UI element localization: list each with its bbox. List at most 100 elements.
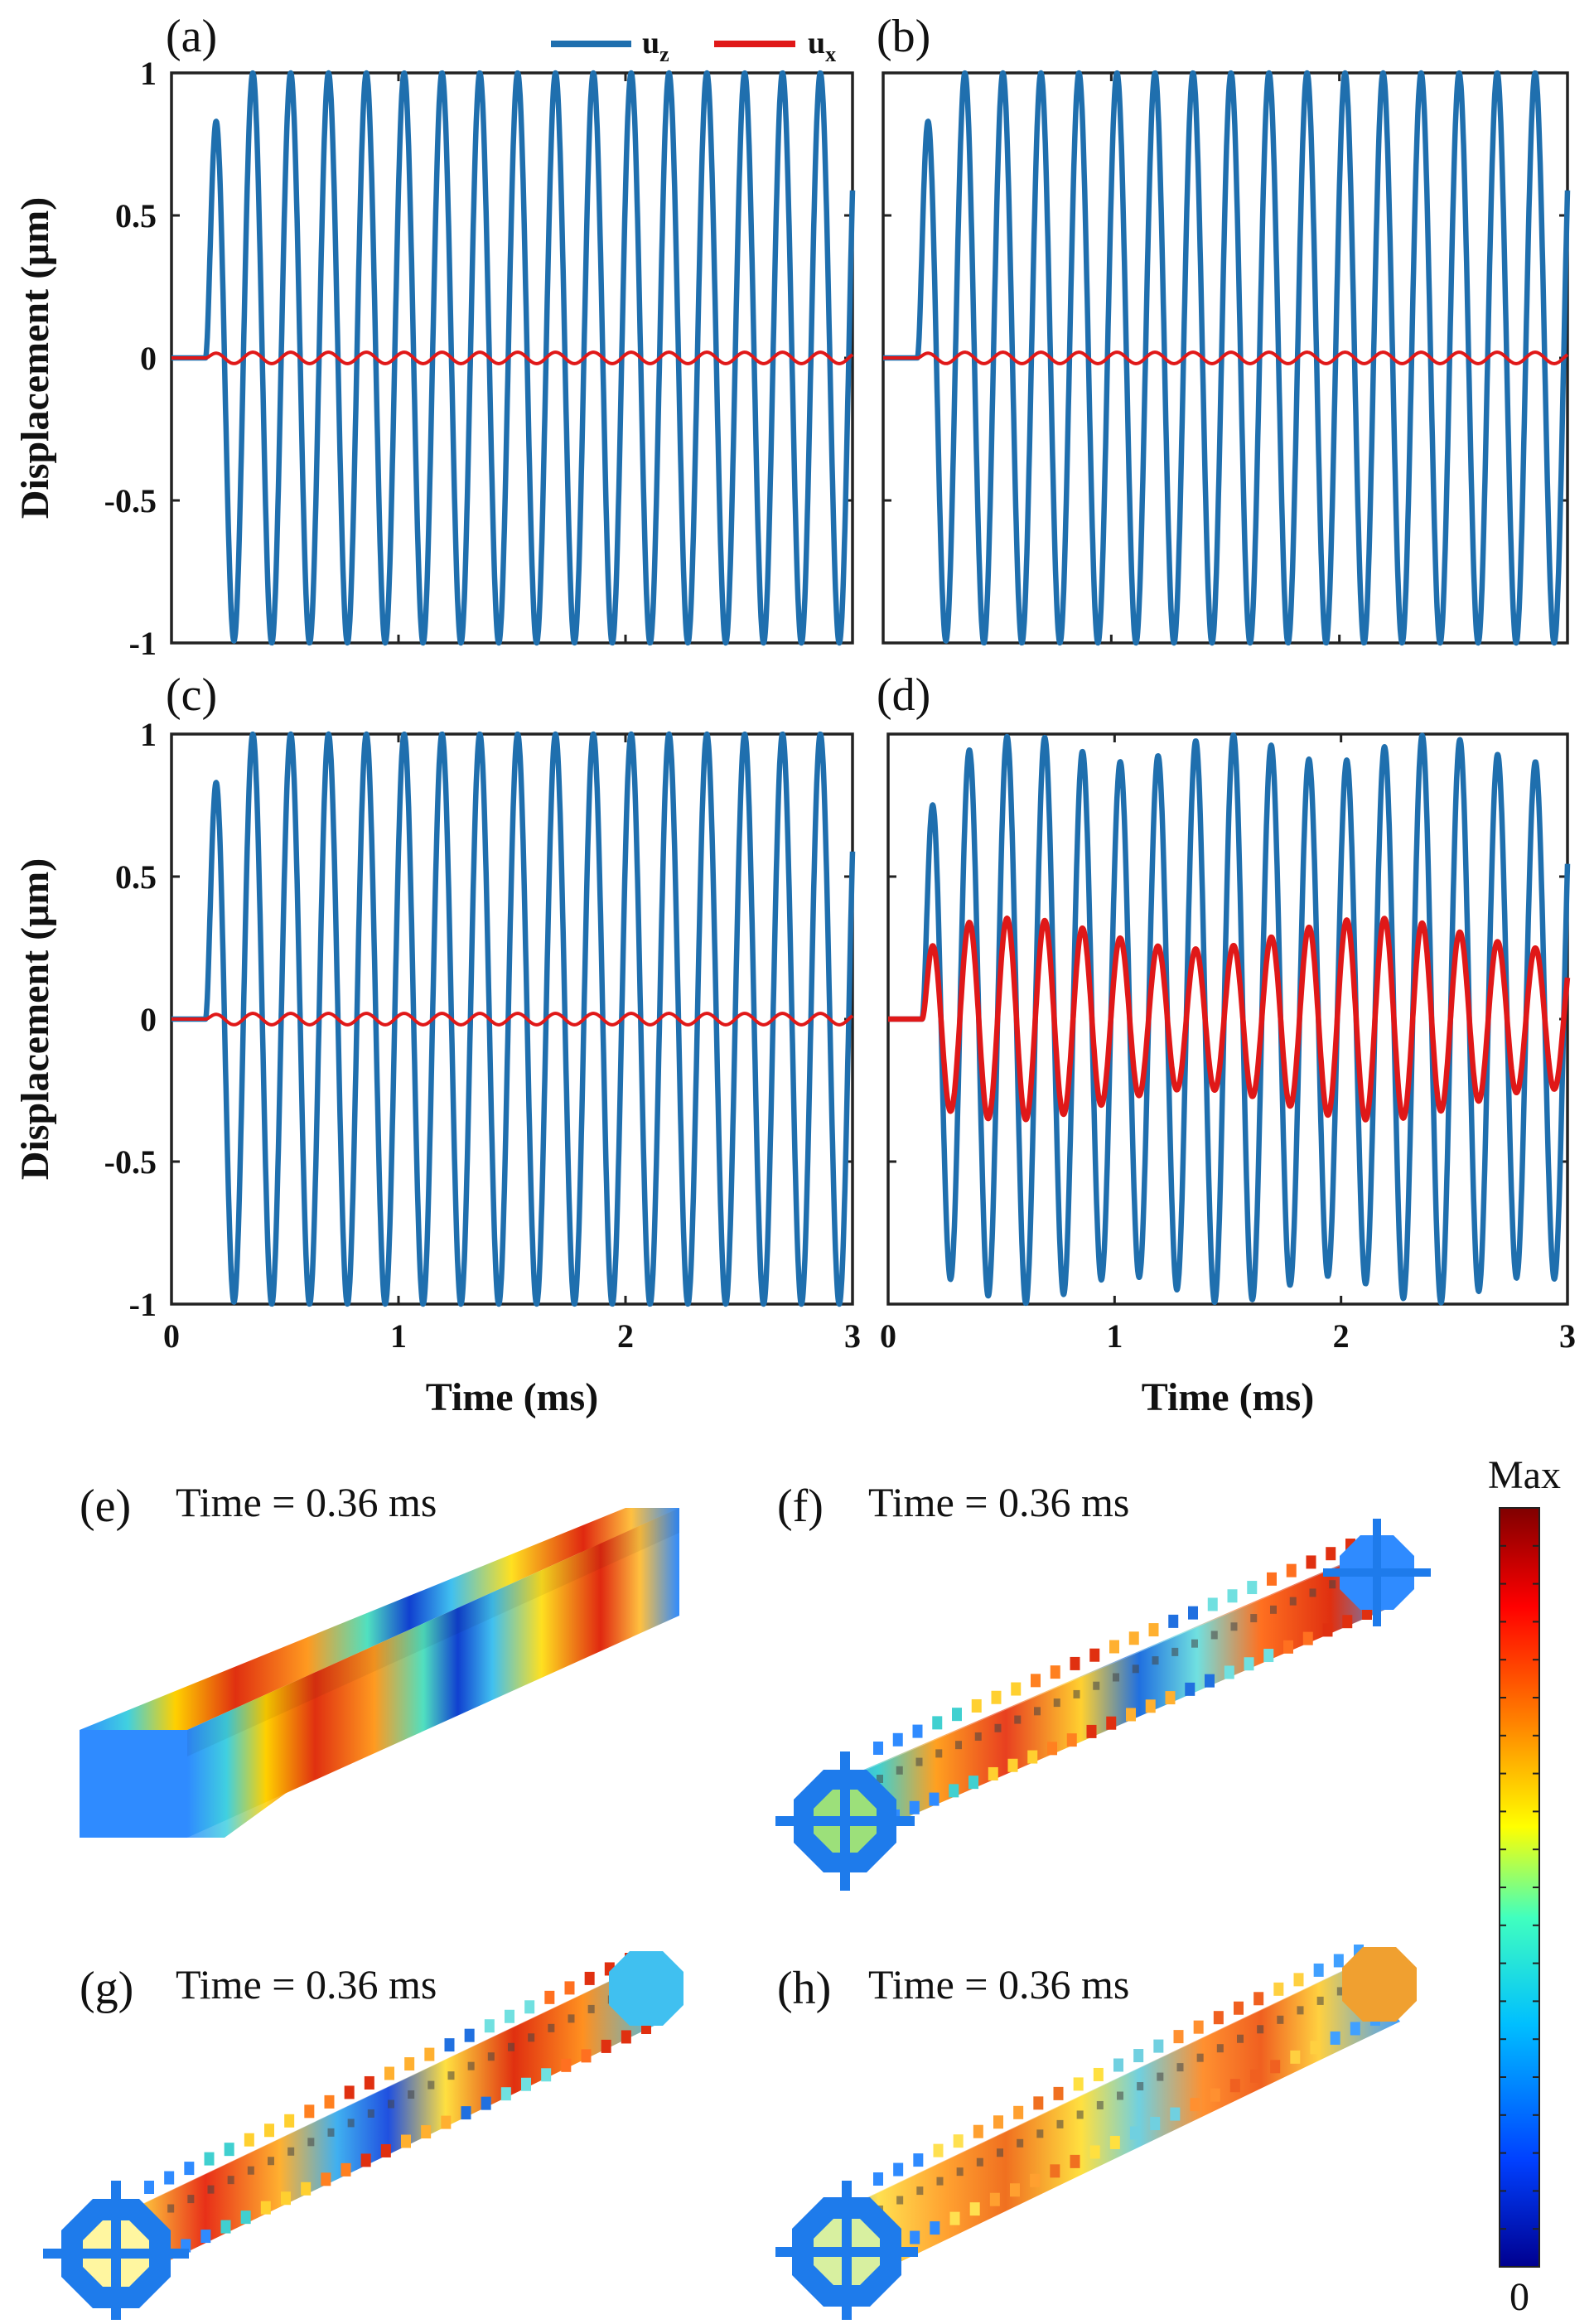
lattice-hole	[1152, 1656, 1159, 1665]
x-axis-label-d: Time (ms)	[1142, 1375, 1314, 1419]
lattice-hole	[916, 2186, 924, 2196]
lattice-rib	[1234, 2001, 1244, 2015]
lattice-hole	[956, 2167, 964, 2177]
y-tick-label: 1	[140, 55, 157, 92]
colorbar: Max 0	[1488, 1453, 1561, 2319]
lattice-rib	[444, 2038, 455, 2052]
lattice-rib	[1302, 1631, 1313, 1645]
lattice-rib	[932, 1716, 943, 1730]
lattice-hole	[1036, 2129, 1044, 2138]
lattice-rib	[164, 2171, 175, 2185]
lattice-rib	[321, 2172, 331, 2186]
lattice-hole	[1053, 1698, 1060, 1708]
lattice-rib	[421, 2125, 432, 2139]
lattice-rib	[873, 1742, 883, 1755]
y-tick-labels-c: 1 0.5 0 -0.5 -1	[104, 716, 157, 1323]
lattice-rib	[1050, 1665, 1060, 1679]
lattice-rib	[1070, 1656, 1080, 1670]
lattice-rib	[200, 2230, 211, 2244]
lattice-hole	[997, 2148, 1003, 2157]
series-group-b	[881, 70, 1571, 646]
lattice-hole	[976, 2157, 983, 2167]
lattice-rib	[1205, 1674, 1215, 1688]
lattice-hole	[955, 1741, 962, 1750]
lattice-hole	[1014, 1715, 1022, 1724]
lattice-hole	[1056, 2119, 1064, 2128]
lattice-hole	[268, 2157, 274, 2166]
x-tick-label: 0	[163, 1317, 180, 1355]
lattice-hole	[1191, 1639, 1198, 1648]
x-tick-labels-c: 0 1 2 3	[163, 1317, 861, 1355]
lattice-rib	[360, 2153, 371, 2167]
panel-h: (h) Time = 0.36 ms	[775, 1945, 1417, 2323]
lattice-rib	[244, 2133, 254, 2147]
lattice-rib	[1053, 2086, 1064, 2100]
lattice-hole	[1157, 2072, 1164, 2081]
lattice-rib	[949, 2211, 960, 2225]
x-tick-label: 3	[844, 1317, 861, 1355]
lattice-rib	[1070, 2154, 1080, 2168]
series-line-ux-c	[170, 1012, 854, 1027]
lattice-rib	[993, 2115, 1003, 2129]
lattice-rib	[324, 2094, 335, 2109]
lattice-rib	[1283, 1640, 1293, 1654]
lattice-rib	[1047, 1742, 1057, 1756]
lattice-rib	[968, 1776, 978, 1790]
x-axis-label-c: Time (ms)	[426, 1375, 598, 1419]
lattice-rib	[971, 1698, 982, 1713]
lattice-rib	[184, 2162, 195, 2176]
series-line-uz-a	[169, 70, 856, 646]
lattice-rib	[1247, 1581, 1258, 1595]
solid-bar-model	[80, 1508, 679, 1838]
y-tick-label: 0	[140, 340, 157, 377]
lattice-hole	[1309, 1588, 1316, 1597]
series-group-a	[169, 70, 856, 646]
lattice-rib	[584, 1971, 595, 1985]
panel-label-c: (c)	[166, 669, 217, 721]
lattice-rib	[621, 2030, 631, 2044]
colorbar-ticks	[1500, 1544, 1539, 2230]
lattice-rib	[1165, 1691, 1176, 1705]
lattice-rib	[930, 2221, 940, 2235]
y-tick-label: -0.5	[104, 1143, 157, 1181]
lattice-rib	[500, 2087, 511, 2101]
lattice-rib	[1148, 1623, 1159, 1637]
lattice-rib	[521, 2077, 531, 2091]
lattice-tube-model-h	[775, 1945, 1417, 2323]
lattice-rib	[264, 2123, 274, 2138]
y-axis-label-bottom: Displacement (μm)	[13, 858, 57, 1180]
lattice-hole	[1289, 1597, 1297, 1606]
lattice-rib	[1227, 1589, 1238, 1603]
lattice-rib	[1213, 2011, 1224, 2025]
lattice-hole	[1329, 1580, 1336, 1589]
lattice-rib	[204, 2152, 215, 2166]
y-tick-labels-a: 1 0.5 0 -0.5 -1	[104, 55, 157, 662]
lattice-rib	[1073, 2077, 1084, 2091]
lattice-hole	[427, 2080, 435, 2090]
x-tick-label: 1	[390, 1317, 407, 1355]
series-group-d	[886, 732, 1571, 1307]
lattice-rib	[1089, 1648, 1100, 1662]
lattice-hole	[1257, 2025, 1264, 2034]
lattice-hole	[1017, 2138, 1024, 2148]
lattice-rib	[1293, 1973, 1304, 1987]
lattice-rib	[404, 2057, 415, 2071]
caption-e: Time = 0.36 ms	[176, 1479, 437, 1525]
lattice-rib	[892, 1732, 903, 1747]
x-tick-label: 0	[880, 1317, 896, 1355]
lattice-hole	[1230, 1622, 1238, 1631]
panel-label-a: (a)	[166, 11, 217, 62]
lattice-rib	[481, 2096, 491, 2110]
lattice-hole	[1132, 1664, 1139, 1674]
lattice-hole	[327, 2128, 335, 2137]
lattice-hole	[447, 2071, 455, 2080]
colorbar-min-label: 0	[1509, 2275, 1529, 2319]
lattice-rib	[364, 2075, 374, 2090]
lattice-hole	[974, 1732, 982, 1741]
lattice-rib	[1007, 1758, 1018, 1772]
y-axis-label-top: Displacement (μm)	[13, 197, 57, 519]
lattice-rib	[144, 2181, 154, 2194]
x-tick-label: 1	[1106, 1317, 1123, 1355]
